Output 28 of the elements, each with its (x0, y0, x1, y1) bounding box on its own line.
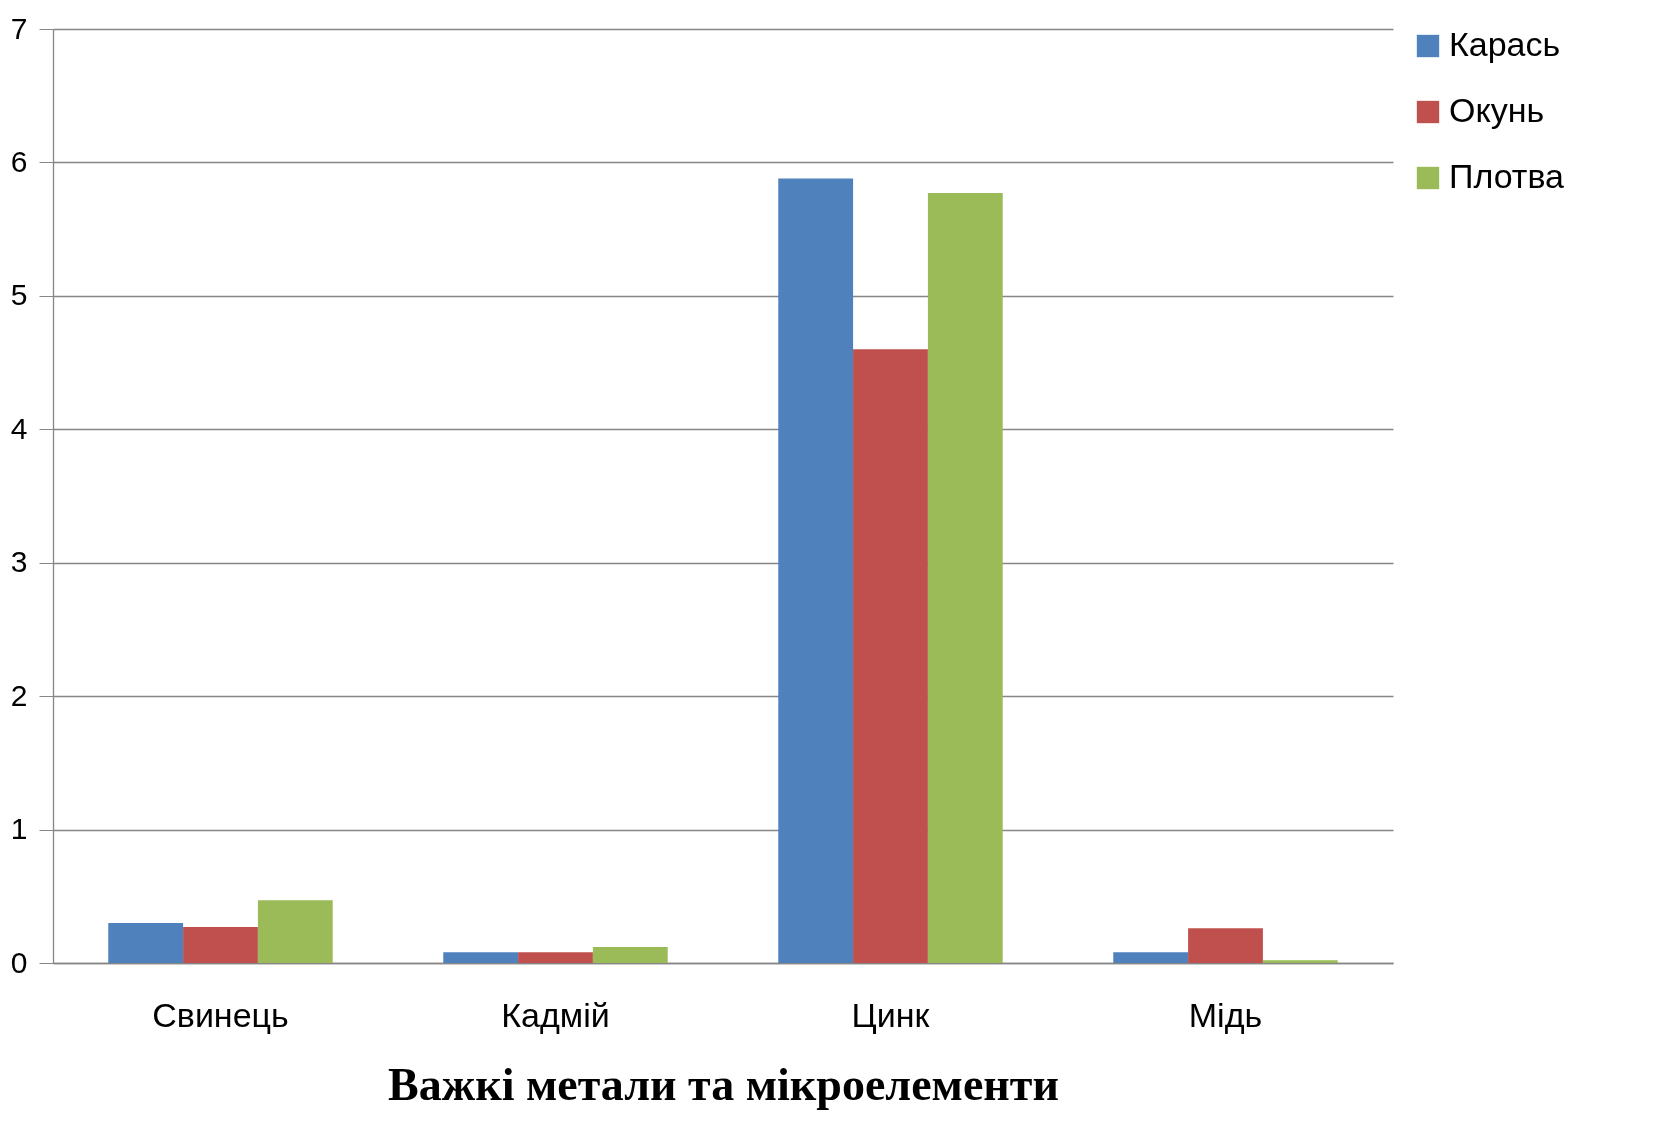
x-tick-label: Цинк (851, 995, 931, 1034)
legend-label: Карась (1449, 25, 1561, 63)
x-tick-label: Мідь (1188, 995, 1263, 1034)
bar (592, 946, 668, 963)
y-tick-label: 1 (10, 812, 28, 846)
y-tick-label: 4 (10, 411, 28, 445)
y-tick-label: 6 (10, 144, 28, 178)
bar (1188, 928, 1263, 963)
legend-label: Плотва (1449, 157, 1565, 195)
bar (778, 178, 854, 963)
bar (257, 900, 333, 963)
bar (183, 926, 258, 963)
bar (518, 952, 593, 963)
x-tick-label: Свинець (152, 995, 289, 1034)
y-tick-label: 7 (10, 11, 28, 45)
y-tick-label: 5 (10, 278, 28, 312)
y-tick-label: 2 (10, 678, 28, 712)
bar (1262, 960, 1338, 963)
bar (927, 193, 1003, 963)
legend-label: Окунь (1449, 91, 1545, 129)
x-tick-label: Кадмій (501, 995, 610, 1034)
y-tick-label: 3 (10, 545, 28, 579)
y-tick-label: 0 (10, 945, 28, 979)
bar (1113, 952, 1189, 963)
bar (853, 349, 928, 963)
bar (443, 952, 519, 963)
bar (108, 922, 184, 963)
x-axis-title: Важкі метали та мікроелементи (388, 1058, 1059, 1110)
